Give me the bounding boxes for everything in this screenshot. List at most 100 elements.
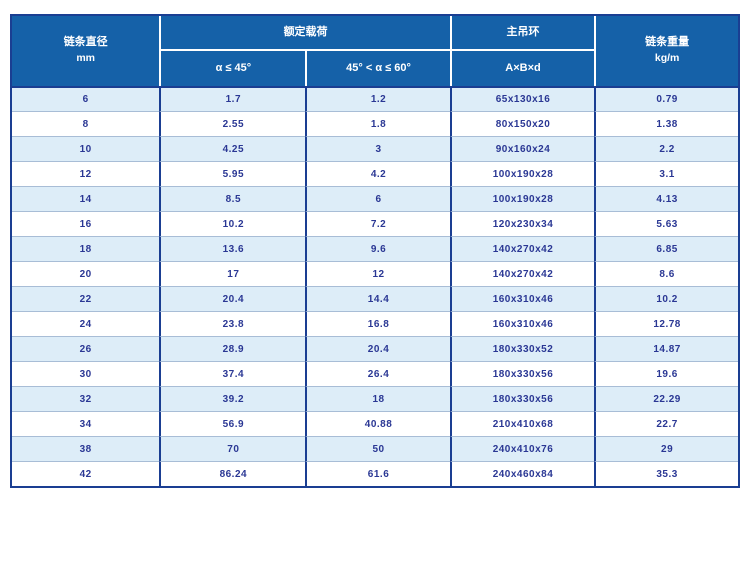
table-cell: 210x410x68 — [449, 411, 595, 436]
table-cell: 22.29 — [594, 386, 738, 411]
table-cell: 40.88 — [305, 411, 450, 436]
table-cell: 5.95 — [159, 161, 306, 186]
table-cell: 18 — [12, 236, 160, 261]
table-row: 14 8.5 6 100x190x28 4.13 — [12, 186, 738, 211]
table-cell: 37.4 — [159, 361, 306, 386]
table-cell: 6.85 — [594, 236, 738, 261]
table-row: 22 20.4 14.4 160x310x46 10.2 — [12, 286, 738, 311]
table-cell: 120x230x34 — [449, 211, 595, 236]
table-cell: 6 — [305, 186, 450, 211]
header-chain-weight-unit: kg/m — [654, 52, 680, 64]
table-cell: 42 — [12, 461, 160, 486]
table-row: 8 2.55 1.8 80x150x20 1.38 — [12, 111, 738, 136]
table-cell: 180x330x56 — [449, 361, 595, 386]
table-cell: 10.2 — [594, 286, 738, 311]
table-row: 34 56.9 40.88 210x410x68 22.7 — [12, 411, 738, 436]
table-cell: 24 — [12, 311, 160, 336]
table-row: 16 10.2 7.2 120x230x34 5.63 — [12, 211, 738, 236]
table-cell: 22.7 — [594, 411, 738, 436]
table-row: 20 17 12 140x270x42 8.6 — [12, 261, 738, 286]
table-cell: 61.6 — [305, 461, 450, 486]
table-cell: 1.8 — [305, 111, 450, 136]
header-chain-weight-label: 链条重量 — [645, 36, 690, 49]
header-sub-row: α ≤ 45° 45° < α ≤ 60° A×B×d — [12, 51, 738, 86]
table-cell: 14.87 — [594, 336, 738, 361]
table-cell: 8 — [12, 111, 160, 136]
table-cell: 30 — [12, 361, 160, 386]
header-angle-le-45: α ≤ 45° — [159, 51, 306, 86]
table-row: 42 86.24 61.6 240x460x84 35.3 — [12, 461, 738, 486]
table-cell: 1.2 — [305, 86, 450, 111]
table-cell: 180x330x56 — [449, 386, 595, 411]
table-header: 链条直径 mm 额定载荷 主吊环 链条重量 kg/m α ≤ 45° — [12, 16, 738, 86]
table-cell: 26.4 — [305, 361, 450, 386]
table-cell: 16 — [12, 211, 160, 236]
chain-spec-table: 链条直径 mm 额定载荷 主吊环 链条重量 kg/m α ≤ 45° — [12, 16, 738, 486]
table-cell: 9.6 — [305, 236, 450, 261]
table-cell: 240x410x76 — [449, 436, 595, 461]
table-cell: 7.2 — [305, 211, 450, 236]
header-rated-load-label: 额定载荷 — [283, 25, 328, 38]
table-cell: 18 — [305, 386, 450, 411]
header-angle-45-to-60: 45° < α ≤ 60° — [305, 51, 450, 86]
table-cell: 100x190x28 — [449, 161, 595, 186]
table-row: 26 28.9 20.4 180x330x52 14.87 — [12, 336, 738, 361]
table-cell: 12.78 — [594, 311, 738, 336]
header-main-ring-label: 主吊环 — [506, 25, 540, 38]
table-cell: 160x310x46 — [449, 286, 595, 311]
table-cell: 13.6 — [159, 236, 306, 261]
table-cell: 65x130x16 — [449, 86, 595, 111]
table-cell: 4.13 — [594, 186, 738, 211]
table-cell: 39.2 — [159, 386, 306, 411]
table-cell: 6 — [12, 86, 160, 111]
table-body: 6 1.7 1.2 65x130x16 0.79 8 2.55 1.8 80x150x20 1.3… — [12, 86, 738, 486]
table-cell: 12 — [12, 161, 160, 186]
table-row: 32 39.2 18 180x330x56 22.29 — [12, 386, 738, 411]
table-cell: 100x190x28 — [449, 186, 595, 211]
table-cell: 14 — [12, 186, 160, 211]
header-angle-le-45-label: α ≤ 45° — [215, 61, 252, 74]
table-cell: 56.9 — [159, 411, 306, 436]
header-chain-diameter-label: 链条直径 — [63, 36, 108, 49]
table-cell: 90x160x24 — [449, 136, 595, 161]
table-cell: 1.7 — [159, 86, 306, 111]
table-cell: 38 — [12, 436, 160, 461]
header-main-ring-group: 主吊环 — [449, 16, 595, 51]
spec-table-frame: 链条直径 mm 额定载荷 主吊环 链条重量 kg/m α ≤ 45° — [10, 14, 740, 488]
table-cell: 29 — [594, 436, 738, 461]
table-cell: 35.3 — [594, 461, 738, 486]
table-cell: 20.4 — [305, 336, 450, 361]
table-cell: 1.38 — [594, 111, 738, 136]
table-cell: 180x330x52 — [449, 336, 595, 361]
header-rated-load-group: 额定载荷 — [159, 16, 450, 51]
table-cell: 26 — [12, 336, 160, 361]
header-chain-weight: 链条重量 kg/m — [594, 16, 738, 86]
table-cell: 17 — [159, 261, 306, 286]
table-cell: 4.2 — [305, 161, 450, 186]
table-row: 38 70 50 240x410x76 29 — [12, 436, 738, 461]
table-cell: 10 — [12, 136, 160, 161]
table-row: 24 23.8 16.8 160x310x46 12.78 — [12, 311, 738, 336]
header-ring-dimensions-label: A×B×d — [505, 61, 541, 74]
table-cell: 5.63 — [594, 211, 738, 236]
header-chain-diameter-unit: mm — [76, 52, 96, 64]
table-cell: 2.2 — [594, 136, 738, 161]
table-cell: 20 — [12, 261, 160, 286]
table-cell: 28.9 — [159, 336, 306, 361]
table-cell: 50 — [305, 436, 450, 461]
table-cell: 2.55 — [159, 111, 306, 136]
table-row: 30 37.4 26.4 180x330x56 19.6 — [12, 361, 738, 386]
header-angle-45-to-60-label: 45° < α ≤ 60° — [346, 61, 411, 74]
table-cell: 0.79 — [594, 86, 738, 111]
table-cell: 20.4 — [159, 286, 306, 311]
table-cell: 86.24 — [159, 461, 306, 486]
table-cell: 22 — [12, 286, 160, 311]
table-row: 12 5.95 4.2 100x190x28 3.1 — [12, 161, 738, 186]
table-cell: 8.6 — [594, 261, 738, 286]
table-row: 6 1.7 1.2 65x130x16 0.79 — [12, 86, 738, 111]
header-group-row: 链条直径 mm 额定载荷 主吊环 链条重量 kg/m — [12, 16, 738, 86]
table-cell: 23.8 — [159, 311, 306, 336]
table-cell: 14.4 — [305, 286, 450, 311]
table-cell: 3.1 — [594, 161, 738, 186]
table-cell: 3 — [305, 136, 450, 161]
